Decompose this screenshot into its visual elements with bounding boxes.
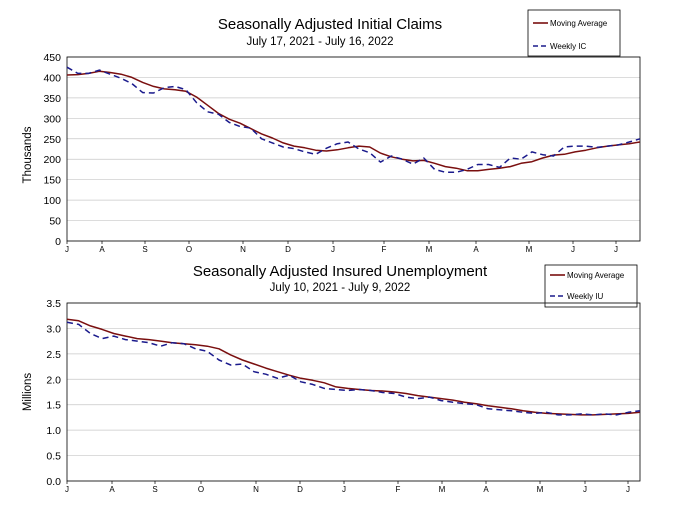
- y-tick-label: 1.0: [46, 425, 61, 437]
- x-tick-label: J: [583, 485, 587, 494]
- y-tick-label: 2.0: [46, 374, 61, 386]
- initial-claims-chart: Seasonally Adjusted Initial Claims July …: [22, 9, 641, 254]
- y-tick-label: 0.5: [46, 451, 61, 463]
- x-tick-label: M: [537, 485, 544, 494]
- y-tick-label: 300: [43, 113, 61, 125]
- y-tick-label: 0.0: [46, 476, 61, 488]
- x-tick-label: O: [186, 245, 192, 254]
- plot-area: [66, 56, 641, 242]
- chart-title: Seasonally Adjusted Initial Claims: [218, 16, 442, 33]
- series-line-weekly: [66, 321, 641, 416]
- x-tick-label: J: [571, 245, 575, 254]
- x-tick-label: A: [109, 485, 115, 494]
- x-tick-label: A: [473, 245, 479, 254]
- insured-unemployment-chart: Seasonally Adjusted Insured Unemployment…: [22, 263, 641, 494]
- y-tick-label: 3.0: [46, 323, 61, 335]
- x-tick-label: N: [253, 485, 259, 494]
- chart-subtitle: July 17, 2021 - July 16, 2022: [246, 36, 393, 48]
- legend-box: [544, 264, 638, 308]
- x-tick-label: J: [342, 485, 346, 494]
- y-axis-label: Millions: [22, 373, 34, 412]
- legend-label-moving-average: Moving Average: [567, 271, 625, 280]
- legend: Moving Average Weekly IC: [527, 9, 621, 57]
- x-tick-label: D: [285, 245, 291, 254]
- y-tick-labels: 0 50 100 150 200 250 300 350 400 450: [43, 52, 61, 248]
- y-tick-label: 50: [49, 216, 61, 228]
- y-tick-label: 0: [55, 236, 61, 248]
- x-tick-label: S: [142, 245, 147, 254]
- plot-area: [66, 302, 641, 482]
- x-tick-label: J: [65, 485, 69, 494]
- y-tick-label: 1.5: [46, 400, 61, 412]
- legend-label-weekly: Weekly IU: [567, 292, 604, 301]
- series-lines: [66, 66, 641, 174]
- legend-box: [527, 9, 621, 57]
- y-tick-label: 350: [43, 93, 61, 105]
- y-tick-labels: 0.0 0.5 1.0 1.5 2.0 2.5 3.0 3.5: [46, 298, 61, 488]
- x-tick-label: F: [382, 245, 387, 254]
- x-tick-label: A: [99, 245, 105, 254]
- chart-title: Seasonally Adjusted Insured Unemployment: [193, 263, 488, 280]
- chart-subtitle: July 10, 2021 - July 9, 2022: [270, 282, 411, 294]
- legend-label-weekly: Weekly IC: [550, 42, 587, 51]
- gridlines: [67, 56, 640, 242]
- y-tick-label: 250: [43, 134, 61, 146]
- y-tick-label: 150: [43, 175, 61, 187]
- x-tick-label: S: [152, 485, 157, 494]
- y-tick-label: 400: [43, 72, 61, 84]
- x-tick-label: M: [426, 245, 433, 254]
- x-tick-label: N: [240, 245, 246, 254]
- series-lines: [66, 318, 641, 416]
- x-tick-label: O: [198, 485, 204, 494]
- legend: Moving Average Weekly IU: [544, 264, 638, 308]
- series-line-moving-average: [66, 318, 641, 416]
- x-tick-label: M: [439, 485, 446, 494]
- y-tick-label: 3.5: [46, 298, 61, 310]
- x-tick-label: J: [626, 485, 630, 494]
- x-tick-label: J: [65, 245, 69, 254]
- x-tick-label: A: [483, 485, 489, 494]
- y-tick-label: 100: [43, 195, 61, 207]
- series-line-weekly: [66, 66, 641, 174]
- legend-label-moving-average: Moving Average: [550, 19, 608, 28]
- y-axis-label: Thousands: [22, 126, 34, 183]
- y-tick-label: 450: [43, 52, 61, 64]
- y-tick-label: 2.5: [46, 349, 61, 361]
- y-tick-label: 200: [43, 154, 61, 166]
- x-tick-label: J: [614, 245, 618, 254]
- x-tick-label: J: [331, 245, 335, 254]
- x-tick-label: M: [526, 245, 533, 254]
- x-tick-label: D: [297, 485, 303, 494]
- x-tick-label: F: [396, 485, 401, 494]
- gridlines: [67, 302, 640, 482]
